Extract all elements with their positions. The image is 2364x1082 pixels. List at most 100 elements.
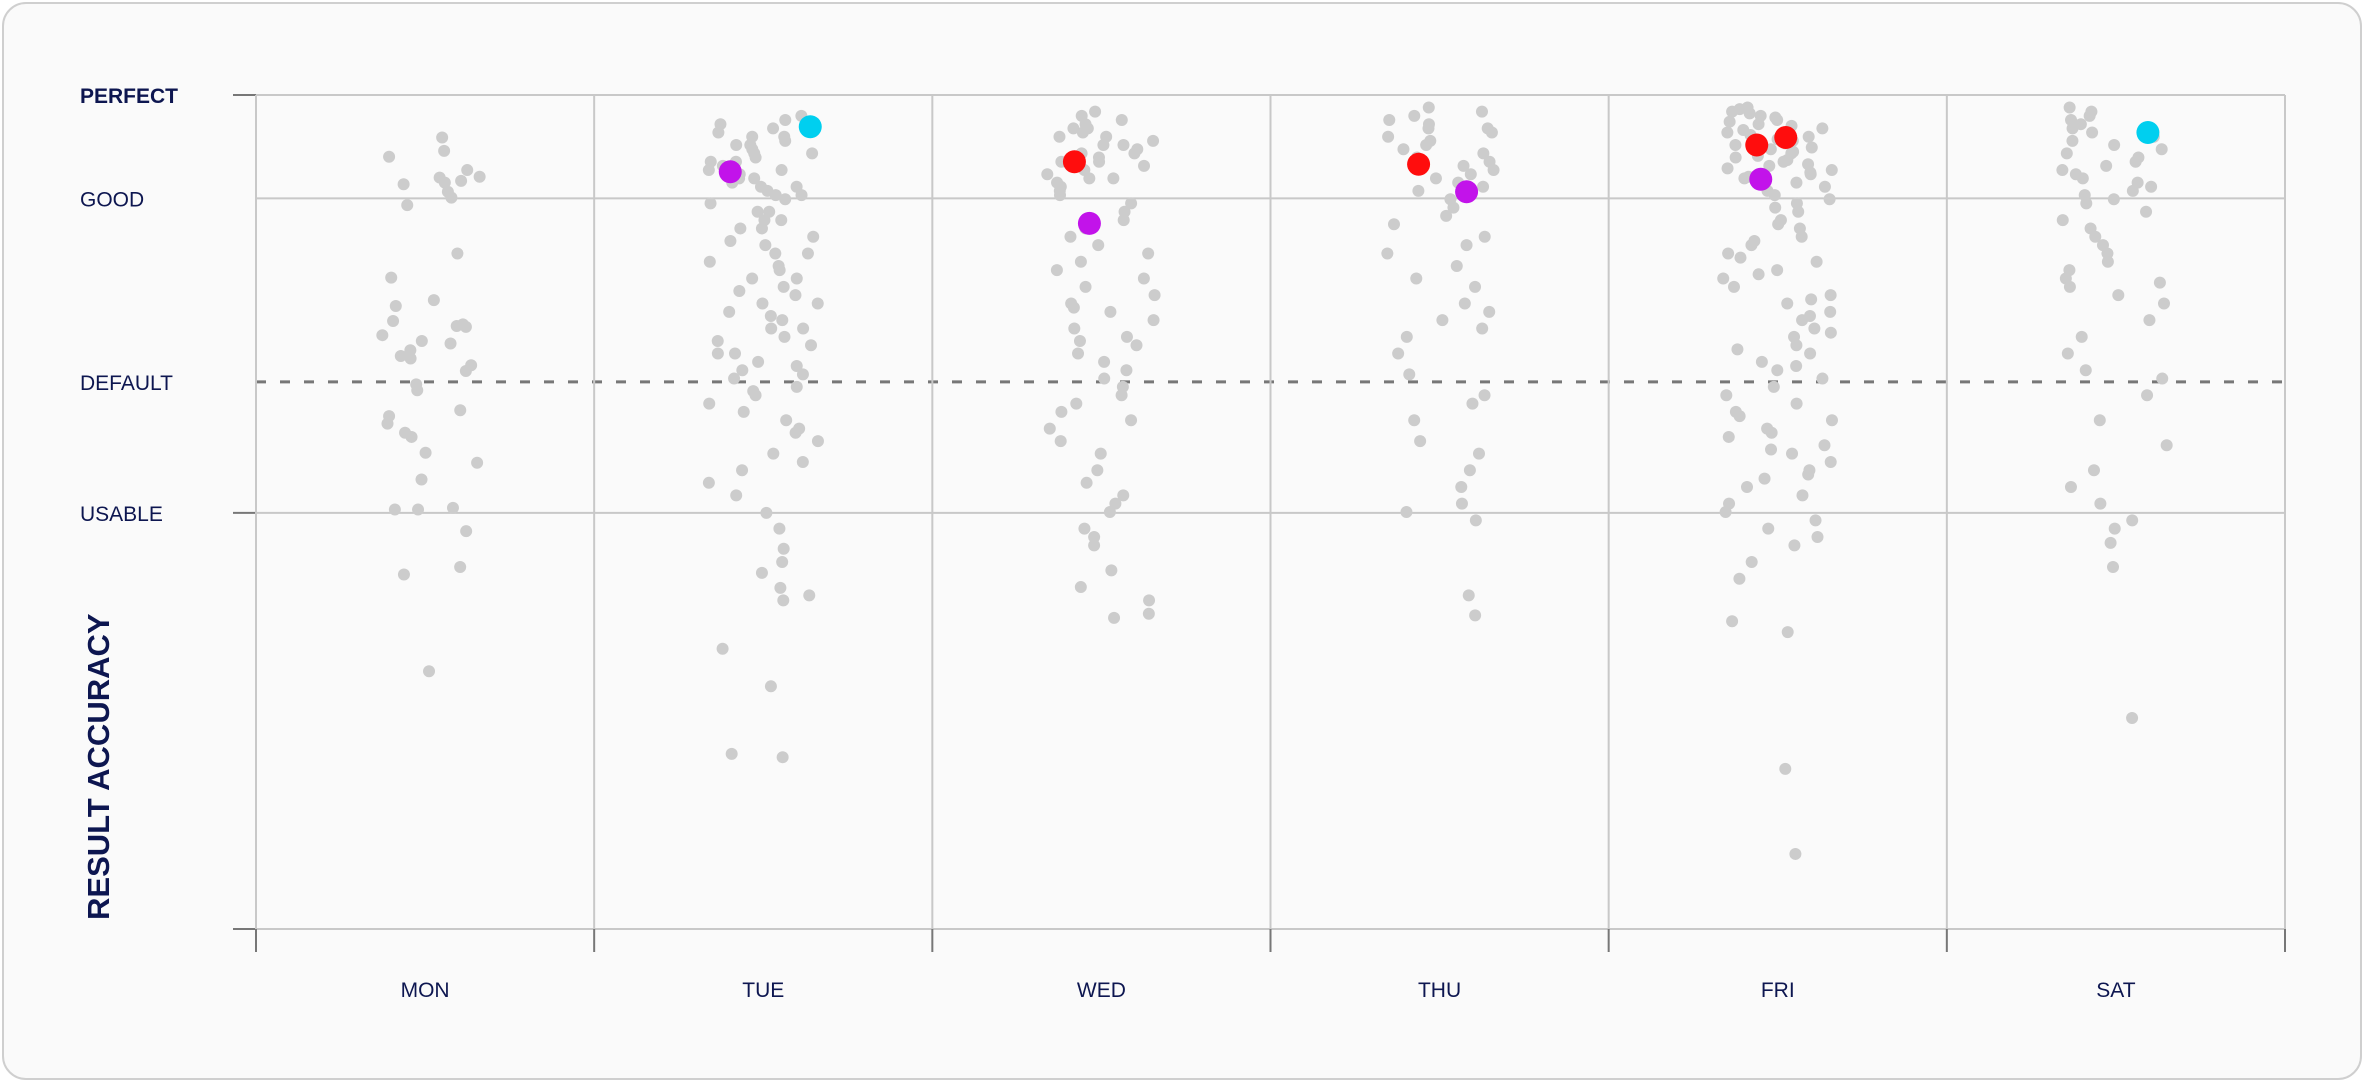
data-point-tue	[796, 455, 809, 468]
data-point-fri	[1758, 472, 1771, 485]
data-point-mon	[383, 150, 396, 163]
data-point-mon	[473, 170, 486, 183]
data-point-thu	[1466, 397, 1479, 410]
y-tick-label-good: GOOD	[80, 188, 144, 211]
data-point-thu	[1414, 435, 1427, 448]
y-axis-title: RESULT ACCURACY	[81, 613, 116, 920]
data-point-tue	[737, 405, 750, 418]
data-point-thu	[1447, 201, 1460, 214]
data-point-sat	[2126, 514, 2139, 527]
data-point-wed	[1120, 330, 1133, 343]
data-point-fri	[1729, 151, 1742, 164]
data-point-wed	[1092, 239, 1105, 252]
data-point-wed	[1093, 155, 1106, 168]
data-point-sat	[2093, 414, 2106, 427]
data-point-fri	[1763, 159, 1776, 172]
data-point-sat	[2079, 364, 2092, 377]
data-point-fri	[1729, 139, 1742, 152]
data-point-thu	[1422, 122, 1435, 135]
data-point-fri	[1804, 168, 1817, 181]
data-point-fri	[1733, 572, 1746, 585]
data-point-tue	[779, 134, 792, 147]
data-point-sat	[2160, 439, 2173, 452]
data-point-tue	[765, 322, 778, 335]
data-point-sat	[2108, 522, 2121, 535]
data-point-tue	[703, 255, 716, 268]
data-point-fri	[1805, 141, 1818, 154]
axis-labels: PERFECT GOOD DEFAULT USABLE MON TUE WED THU FRI S…	[80, 85, 2136, 1002]
data-point-sat	[2101, 255, 2114, 268]
data-point-wed	[1094, 447, 1107, 460]
data-point-thu	[1478, 389, 1491, 402]
data-point-thu	[1412, 184, 1425, 197]
data-point-fri	[1781, 626, 1794, 639]
data-point-fri	[1745, 239, 1758, 252]
data-point-sat	[2104, 536, 2117, 549]
y-tick-label-perfect: PERFECT	[80, 85, 178, 108]
data-point-sat	[2075, 330, 2088, 343]
data-point-thu	[1455, 480, 1468, 493]
data-point-tue	[730, 489, 743, 502]
data-point-fri	[1779, 762, 1792, 775]
grid-lines	[233, 94, 2286, 952]
data-point-fri	[1790, 360, 1803, 373]
data-point-thu	[1408, 414, 1421, 427]
data-point-wed	[1078, 522, 1091, 535]
data-point-tue	[755, 222, 768, 235]
x-tick-label-wed: WED	[1077, 979, 1126, 1002]
data-point-thu	[1458, 297, 1471, 310]
highlight-point-sat	[2136, 121, 2160, 145]
data-point-mon	[387, 315, 400, 328]
data-point-sat	[2143, 314, 2156, 327]
data-point-wed	[1080, 476, 1093, 489]
x-tick-label-sat: SAT	[2096, 979, 2135, 1002]
data-point-wed	[1128, 147, 1141, 160]
data-point-tue	[811, 297, 824, 310]
data-point-thu	[1478, 230, 1491, 243]
data-point-thu	[1477, 180, 1490, 193]
data-point-sat	[2094, 497, 2107, 510]
data-point-fri	[1745, 556, 1758, 569]
data-point-tue	[801, 247, 814, 260]
x-tick-label-fri: FRI	[1761, 979, 1795, 1002]
data-point-sat	[2112, 289, 2125, 302]
data-point-wed	[1148, 289, 1161, 302]
data-point-thu	[1485, 126, 1498, 139]
data-point-tue	[730, 139, 743, 152]
data-point-fri	[1816, 372, 1829, 385]
data-point-mon	[415, 473, 428, 486]
data-point-fri	[1792, 205, 1805, 218]
data-point-sat	[2083, 109, 2096, 122]
data-point-fri	[1734, 251, 1747, 264]
data-point-thu	[1469, 280, 1482, 293]
data-point-fri	[1816, 122, 1829, 135]
data-point-fri	[1727, 280, 1740, 293]
data-point-sat	[2063, 280, 2076, 293]
data-point-tue	[756, 297, 769, 310]
data-point-wed	[1107, 172, 1120, 185]
data-point-tue	[764, 310, 777, 323]
highlight-point-tue	[718, 160, 742, 184]
data-point-tue	[775, 214, 788, 227]
data-point-thu	[1381, 247, 1394, 260]
highlight-point-thu	[1407, 152, 1431, 176]
data-point-fri	[1722, 430, 1735, 443]
data-point-wed	[1067, 301, 1080, 314]
data-point-thu	[1429, 172, 1442, 185]
data-point-fri	[1809, 514, 1822, 527]
data-point-mon	[445, 191, 458, 204]
data-point-mon	[385, 271, 398, 284]
data-point-fri	[1768, 189, 1781, 202]
data-point-wed	[1074, 255, 1087, 268]
data-point-sat	[2061, 347, 2074, 360]
data-point-sat	[2087, 464, 2100, 477]
data-point-fri	[1772, 218, 1785, 231]
data-point-tue	[776, 751, 789, 764]
data-point-fri	[1810, 255, 1823, 268]
data-point-fri	[1808, 322, 1821, 335]
data-point-fri	[1765, 443, 1778, 456]
data-point-sat	[2140, 205, 2153, 218]
data-point-mon	[454, 561, 467, 574]
data-point-wed	[1104, 305, 1117, 318]
